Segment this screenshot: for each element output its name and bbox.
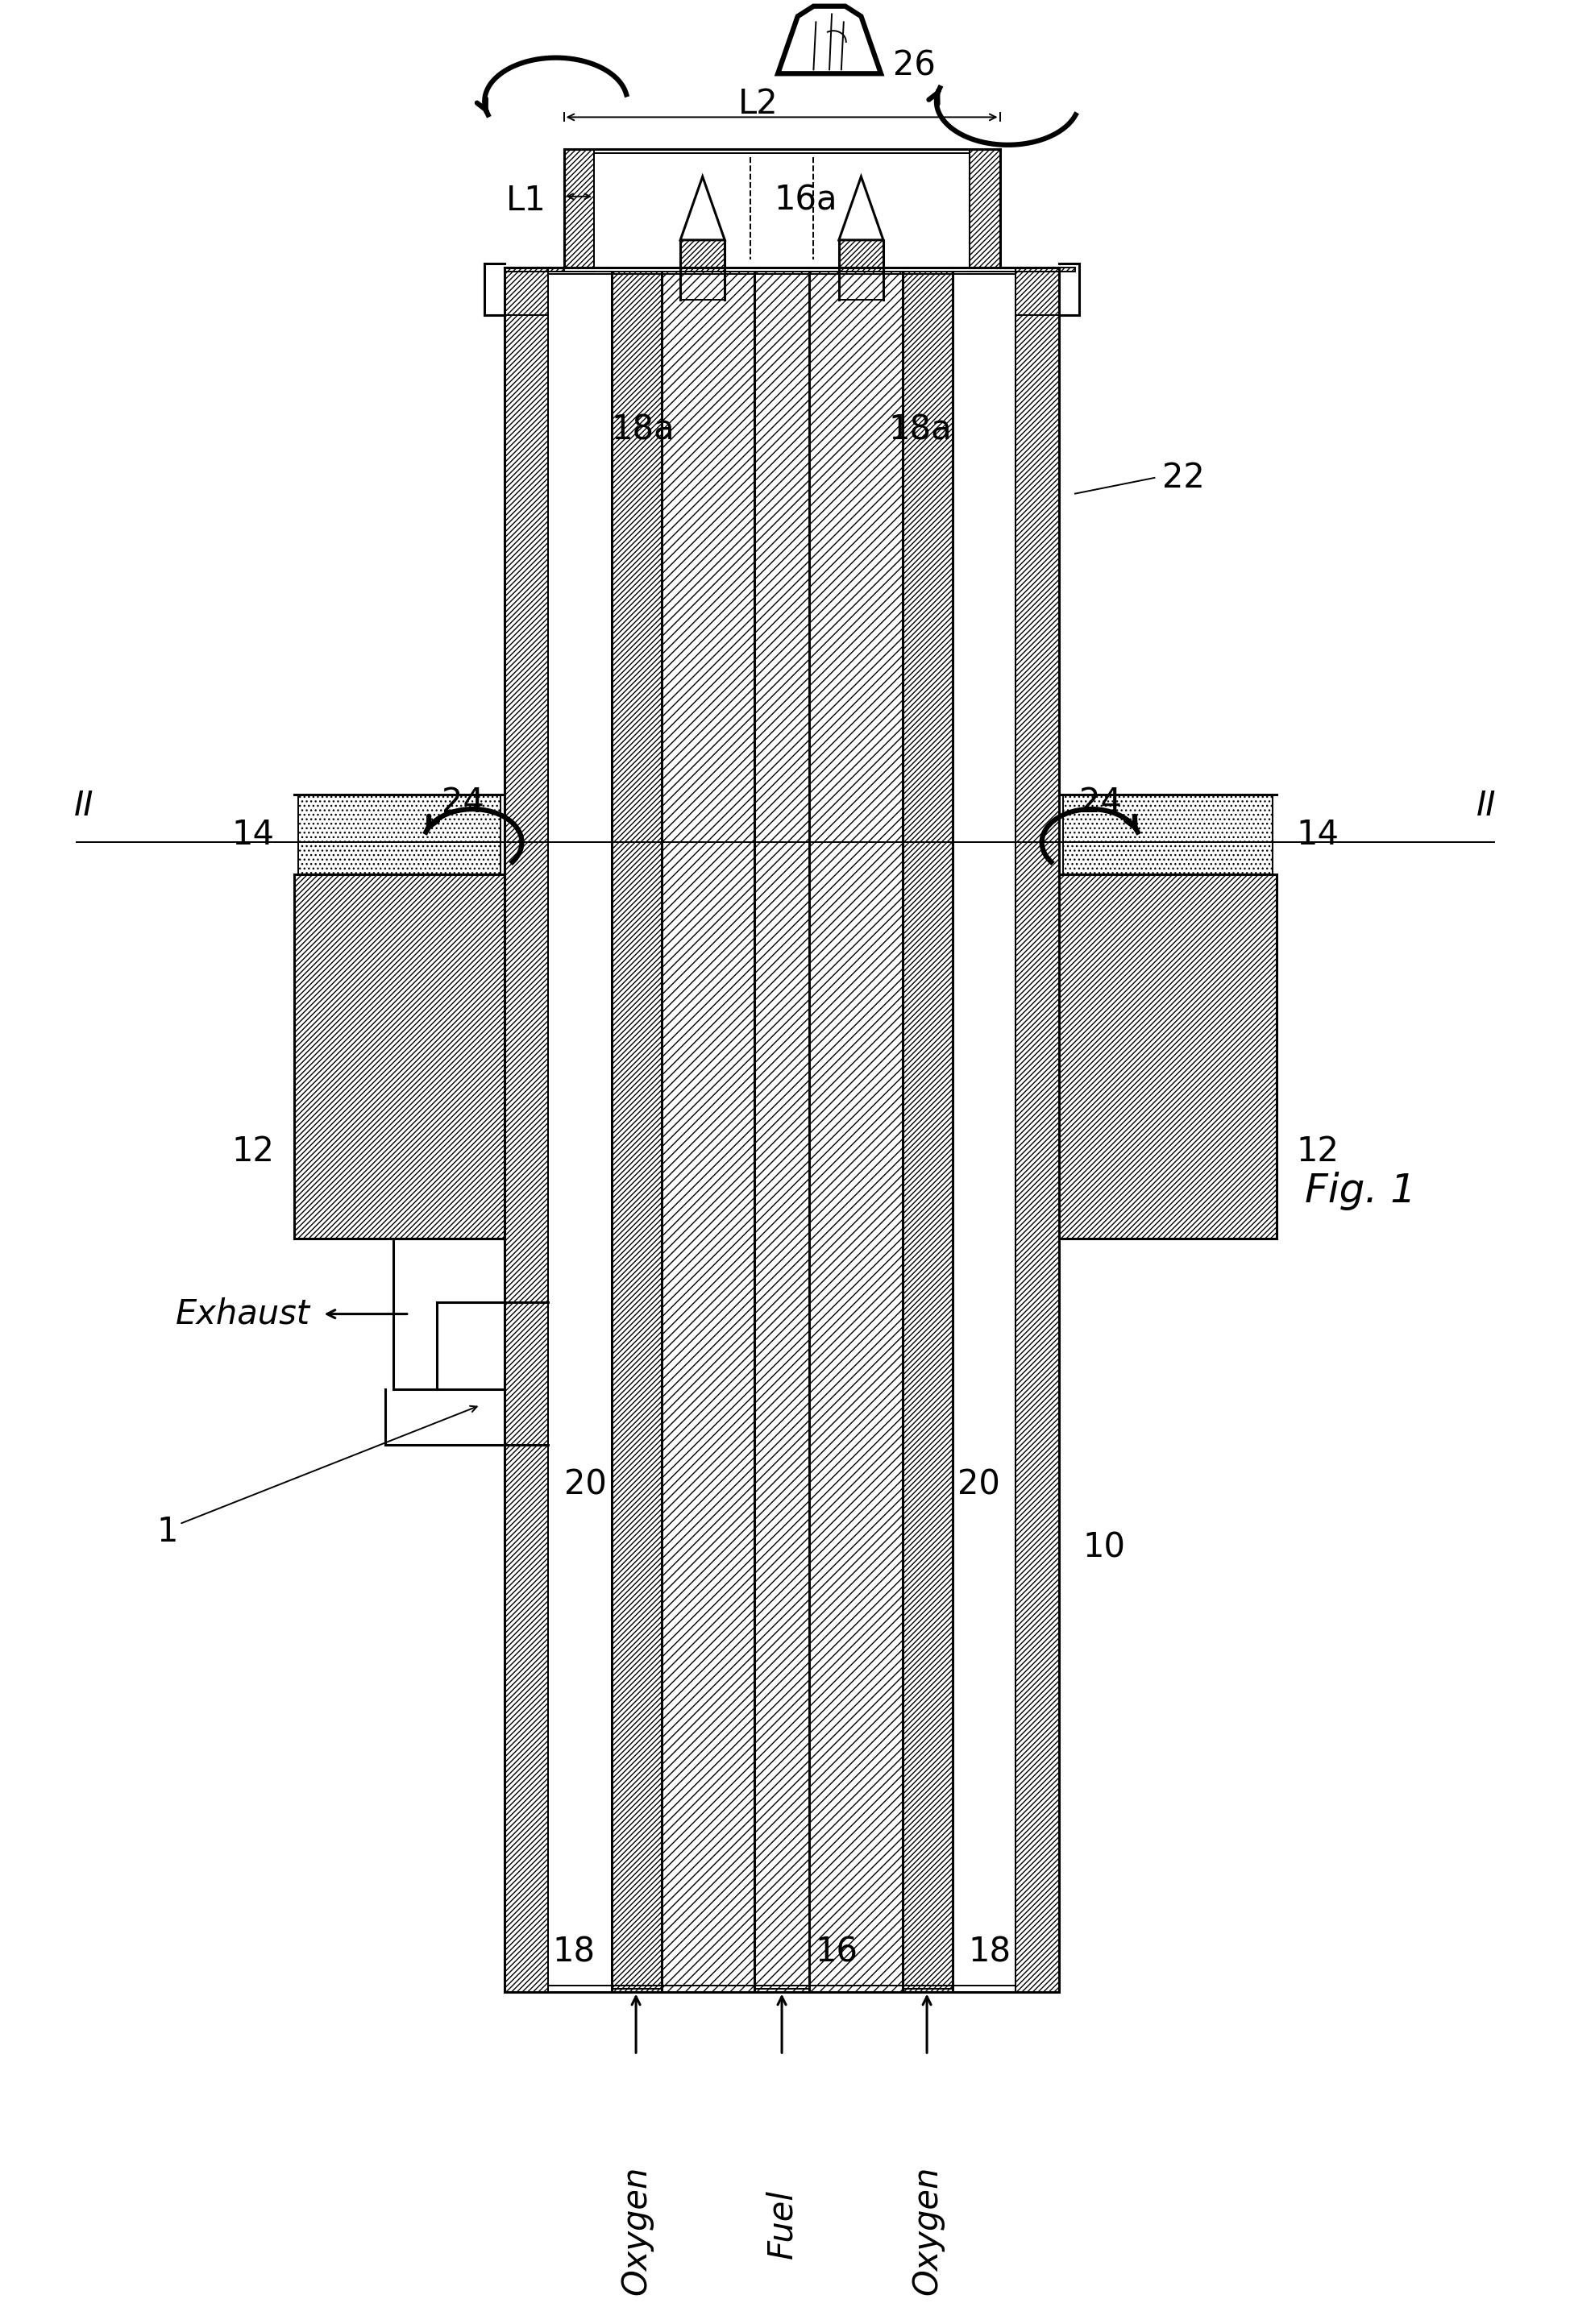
Bar [504, 267, 564, 272]
Bar [901, 272, 951, 1992]
Bar [1063, 795, 1272, 874]
Text: 10: 10 [1082, 1532, 1126, 1564]
Bar [298, 795, 501, 874]
Bar [680, 239, 724, 300]
Text: 14: 14 [1295, 818, 1338, 851]
Bar [564, 149, 593, 267]
Text: 20: 20 [564, 1466, 606, 1501]
Text: 18a: 18a [611, 414, 675, 446]
Bar [1016, 267, 1074, 272]
Polygon shape [777, 7, 881, 74]
Bar [969, 149, 1000, 267]
Text: 18: 18 [553, 1936, 595, 1968]
Bar [611, 272, 661, 1992]
Bar [809, 272, 901, 1992]
Text: 18: 18 [967, 1936, 1011, 1968]
Text: 24: 24 [441, 786, 484, 820]
Text: II: II [74, 788, 94, 823]
Text: Exhaust: Exhaust [176, 1297, 309, 1332]
Text: 12: 12 [1295, 1134, 1338, 1169]
Text: II: II [1476, 788, 1496, 823]
Polygon shape [838, 177, 882, 239]
Text: Fuel: Fuel [765, 2189, 799, 2259]
Text: Fig. 1: Fig. 1 [1305, 1171, 1416, 1211]
Text: 24: 24 [1079, 786, 1121, 820]
Bar [294, 874, 504, 1239]
Text: 22: 22 [1162, 460, 1204, 495]
Text: 20: 20 [956, 1466, 1000, 1501]
Text: 26: 26 [892, 49, 936, 84]
Bar [661, 272, 754, 1992]
Text: L2: L2 [738, 88, 777, 121]
Text: Oxygen: Oxygen [619, 2166, 653, 2296]
Bar [1058, 874, 1276, 1239]
Text: 18a: 18a [889, 414, 951, 446]
Text: 1: 1 [157, 1515, 177, 1548]
Bar [548, 272, 611, 1992]
Text: L1: L1 [506, 184, 546, 218]
Polygon shape [680, 177, 724, 239]
Bar [951, 272, 1016, 1992]
Bar [504, 267, 548, 1992]
Text: 12: 12 [232, 1134, 275, 1169]
Bar [754, 272, 809, 1992]
Text: 14: 14 [232, 818, 275, 851]
Text: Oxygen: Oxygen [909, 2166, 944, 2296]
Bar [838, 239, 882, 300]
Text: 16a: 16a [774, 184, 837, 218]
Text: 16: 16 [815, 1936, 857, 1968]
Bar [1016, 267, 1058, 1992]
